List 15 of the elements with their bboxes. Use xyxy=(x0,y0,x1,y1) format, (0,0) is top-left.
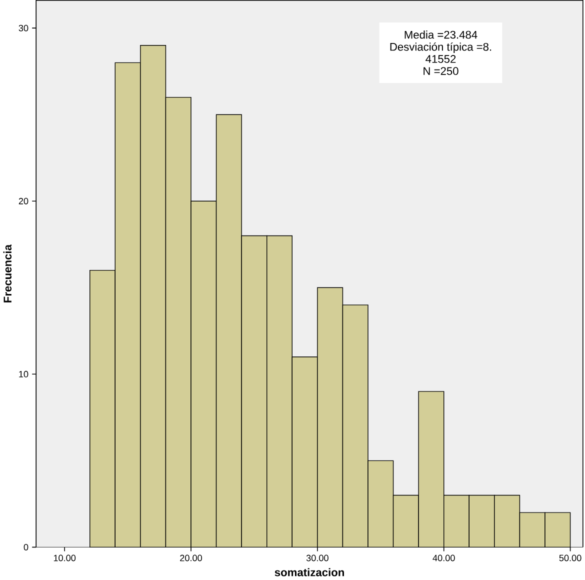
y-tick-label: 10 xyxy=(19,371,28,378)
y-tick-label: 0 xyxy=(24,544,28,551)
x-tick-label: 30.00 xyxy=(306,554,328,562)
annotation: 41552 xyxy=(426,55,456,64)
x-tick-label: 50.00 xyxy=(559,554,582,562)
annotation: Desviación típica =8. xyxy=(390,42,492,54)
x-tick-label: 20.00 xyxy=(180,554,202,562)
annotation: Media =23.484 xyxy=(404,30,478,39)
y-axis-title: Frecuencia xyxy=(3,244,12,303)
x-axis-title: somatizacion xyxy=(274,568,344,576)
y-tick-label: 30 xyxy=(18,25,28,32)
x-tick-label: 40.00 xyxy=(432,554,455,562)
annotation: N =250 xyxy=(424,67,458,76)
x-tick-label: 10.00 xyxy=(54,554,76,562)
y-tick-label: 20 xyxy=(18,198,28,205)
